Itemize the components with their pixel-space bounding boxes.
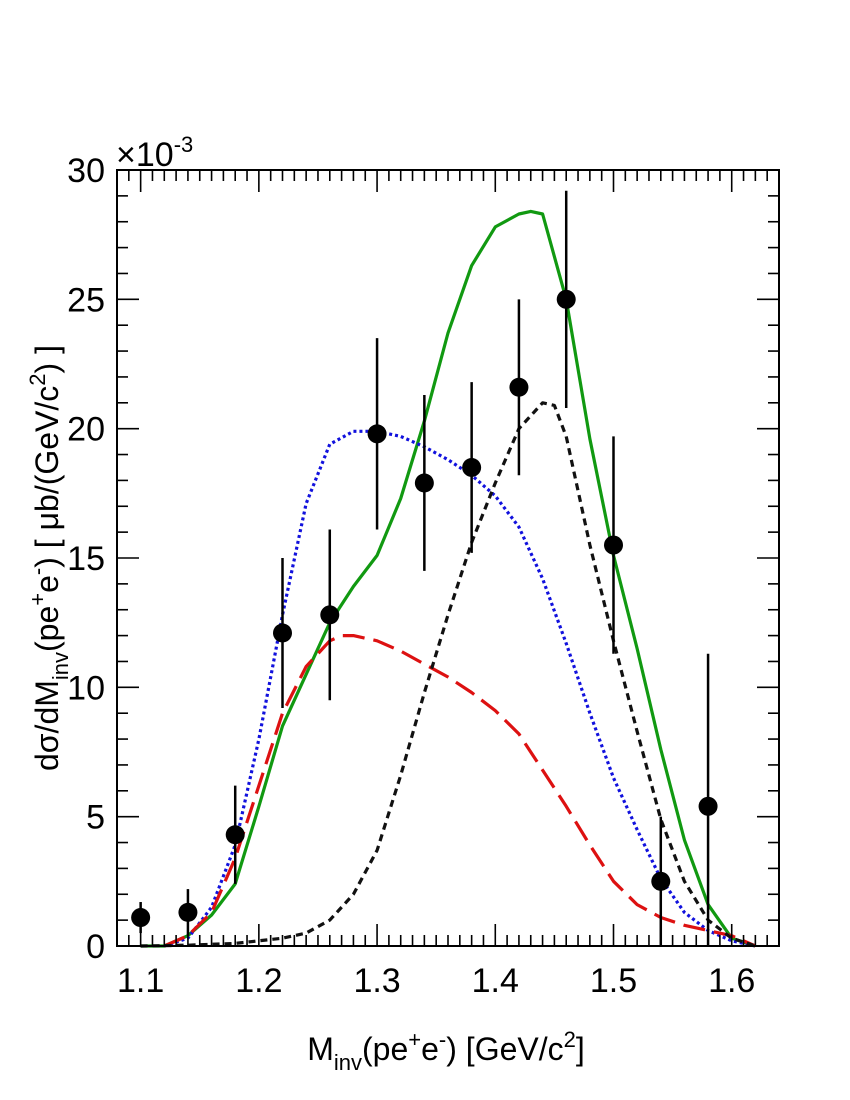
axis-ticks — [116, 169, 780, 947]
data-point — [462, 457, 482, 477]
curve-dashed — [140, 401, 756, 948]
x-axis-title: Minv(pe+e-) [GeV/c2] — [307, 1027, 585, 1075]
data-point — [651, 871, 671, 891]
x-tick-label: 1.5 — [590, 962, 637, 1000]
data-point — [509, 377, 529, 397]
data-point — [367, 424, 387, 444]
data-point — [414, 473, 434, 493]
data-point — [273, 623, 292, 643]
data-point — [698, 796, 718, 816]
y-tick-label: 5 — [86, 799, 105, 837]
curve-solid — [140, 209, 756, 948]
x-tick-label: 1.6 — [708, 962, 755, 1000]
model-curves — [140, 209, 757, 948]
data-point — [320, 605, 340, 625]
x-tick-label: 1.3 — [353, 962, 400, 1000]
x-tick-label: 1.1 — [117, 962, 164, 1000]
y-tick-label: 25 — [67, 281, 105, 319]
data-point — [556, 289, 576, 309]
plot-frame — [116, 169, 780, 947]
y-tick-labels: 0 5 10 15 20 25 30 — [67, 152, 105, 966]
y-tick-label: 0 — [86, 928, 105, 966]
x-tick-labels: 1.1 1.2 1.3 1.4 1.5 1.6 — [117, 962, 755, 1000]
x-tick-label: 1.2 — [235, 962, 282, 1000]
y-axis-title: dσ/dMinv(pe+e-) [ μb/(GeV/c2) ] — [25, 345, 73, 771]
data-point — [225, 825, 245, 845]
y-tick-label: 15 — [67, 540, 105, 578]
data-point — [604, 535, 623, 555]
curve-dotted — [163, 429, 756, 948]
y-axis-multiplier: ×10-3 — [116, 132, 193, 174]
data-points — [131, 190, 718, 946]
y-tick-label: 10 — [67, 669, 105, 707]
data-point — [131, 908, 151, 928]
x-tick-label: 1.4 — [472, 962, 519, 1000]
curve-longdash — [163, 634, 757, 948]
y-tick-label: 30 — [67, 152, 105, 190]
y-tick-label: 20 — [67, 411, 105, 449]
data-point — [178, 902, 198, 922]
